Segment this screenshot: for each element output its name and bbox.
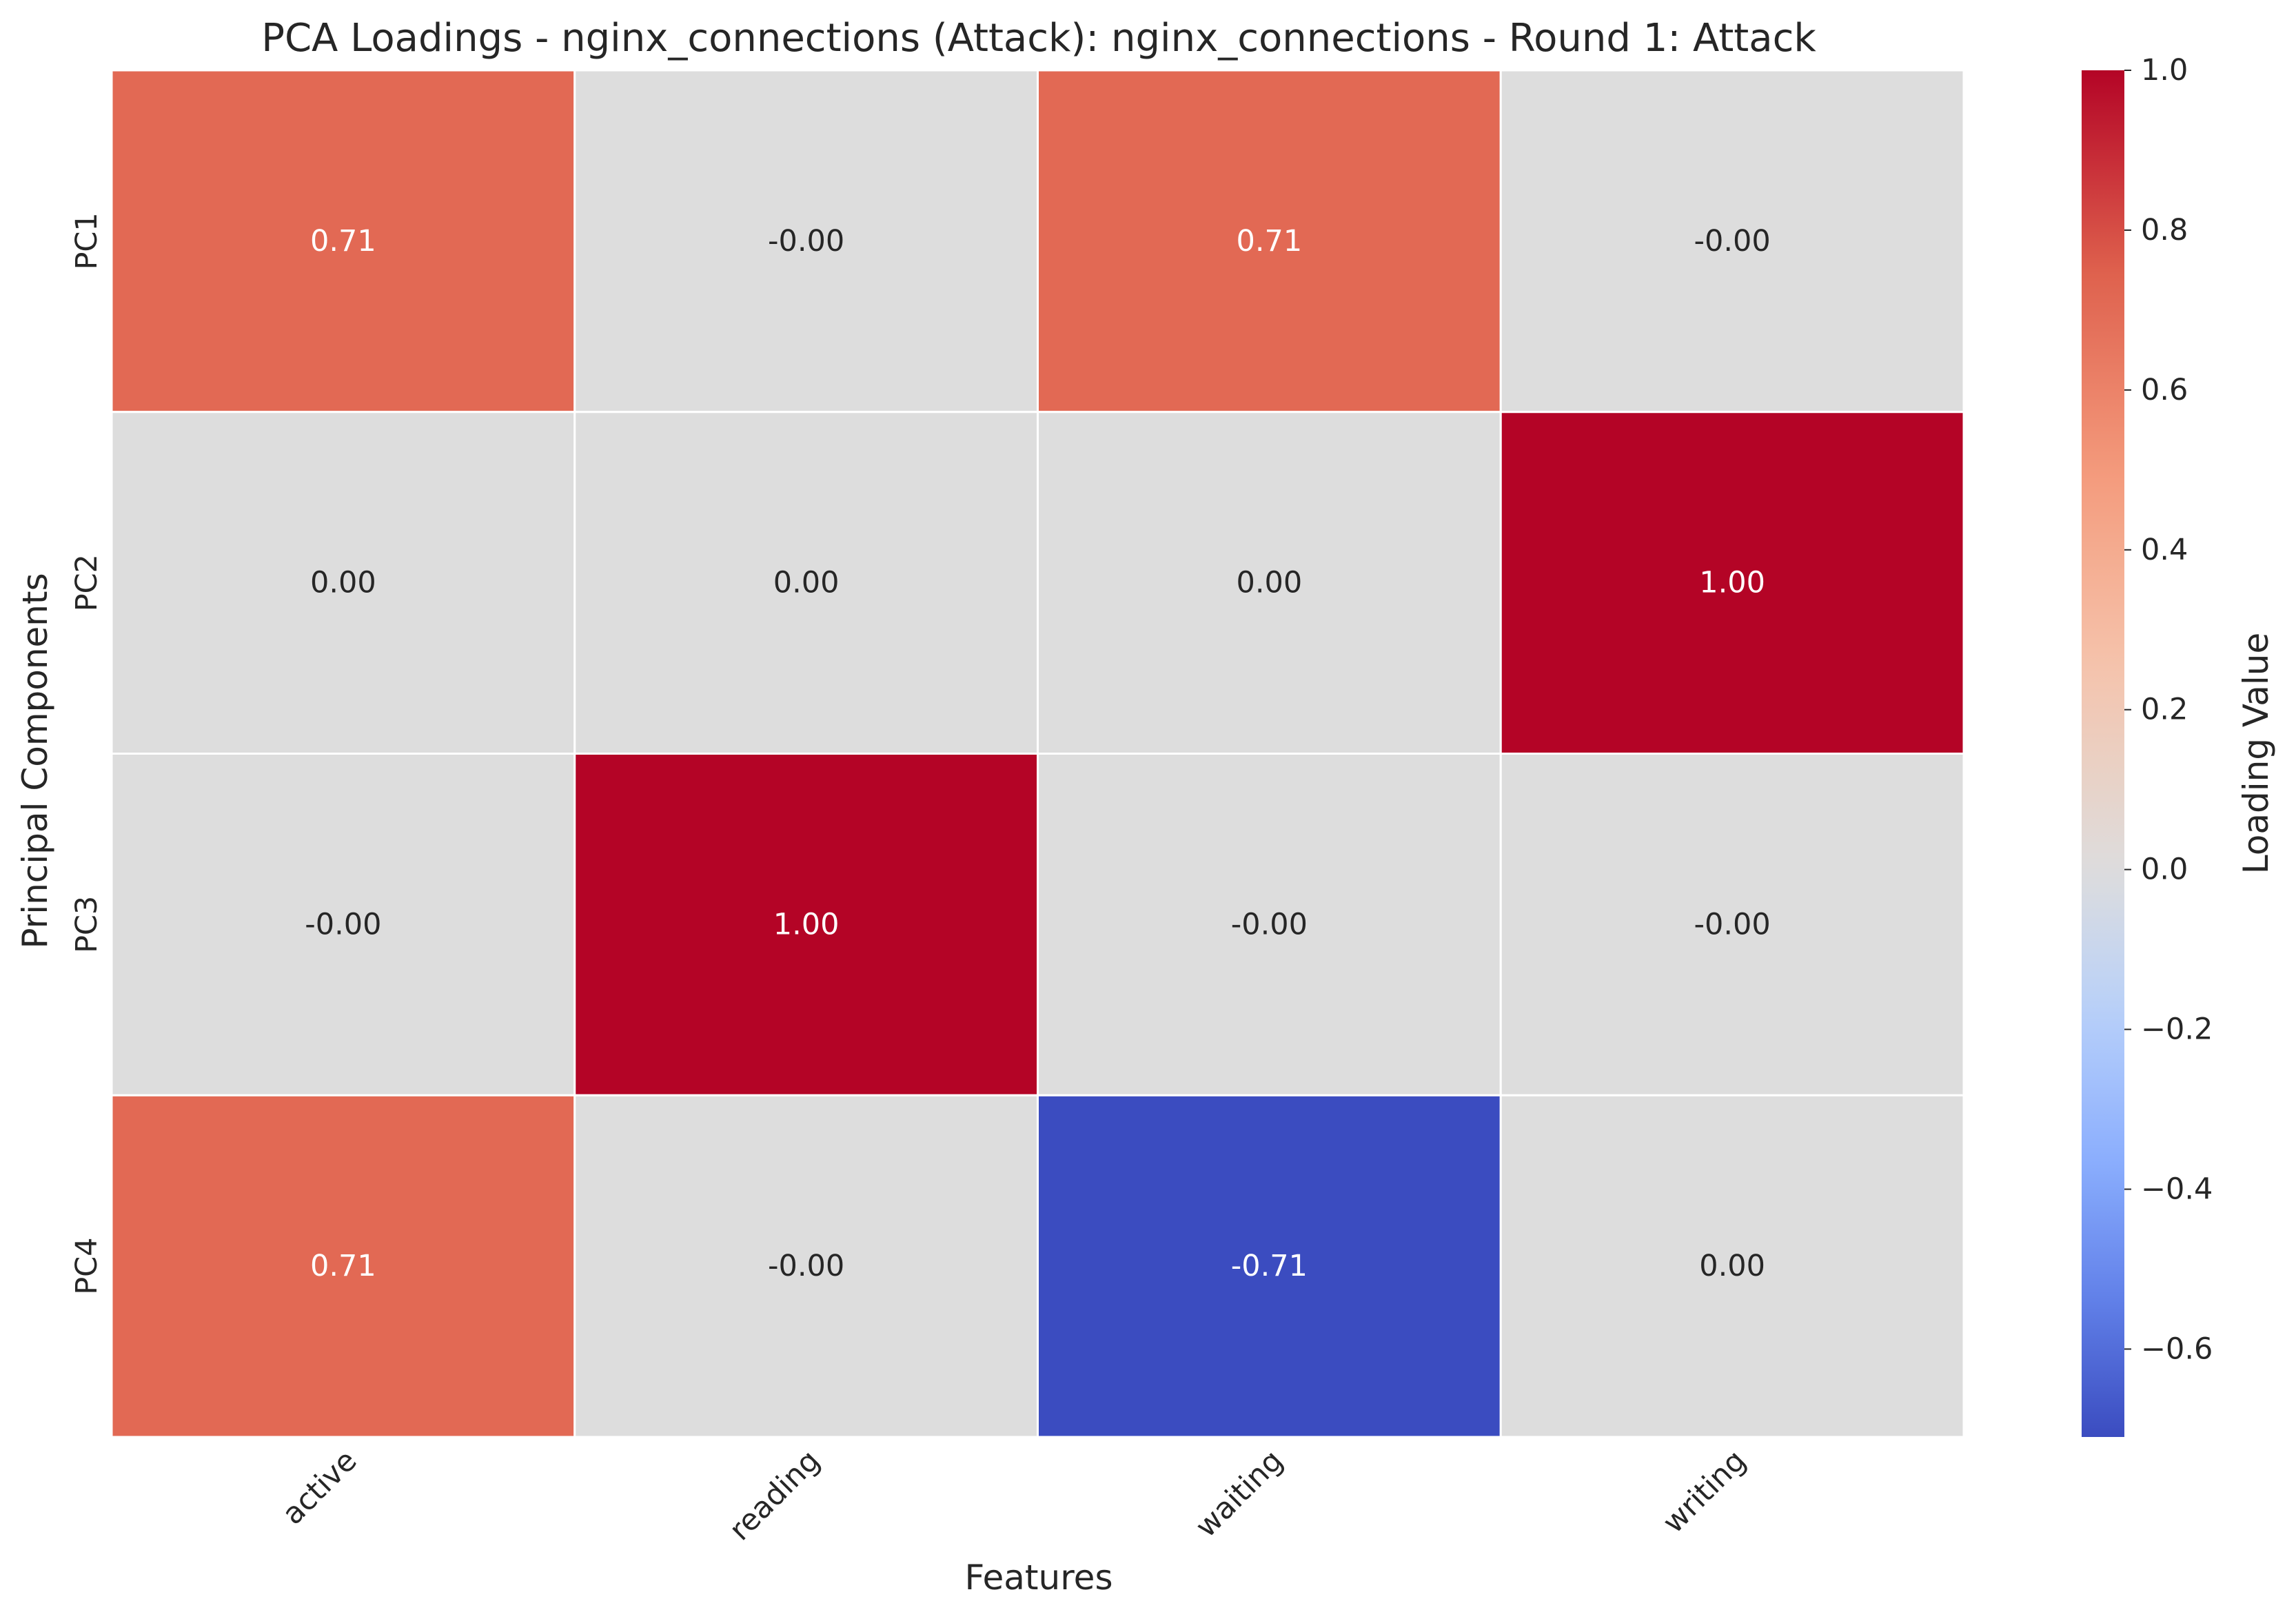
heatmap-cell-labels: 0.71 -0.00 0.71 -0.00 0.00 0.00 0.00 1.00 -0.00 1… <box>305 224 1771 1283</box>
cell-label-PC3-active: -0.00 <box>305 907 381 941</box>
colorbar-label: Loading Value <box>2236 633 2276 874</box>
colorbar-tick-label: 1.0 <box>2141 53 2188 88</box>
y-tick-label-PC1: PC1 <box>70 212 104 269</box>
cell-label-PC3-reading: 1.00 <box>773 907 840 941</box>
colorbar-ticks: 1.0 0.8 0.6 0.4 0.2 0.0 −0.2 −0.4 −0.6 <box>2124 53 2213 1366</box>
x-tick-label-active: active <box>276 1443 364 1531</box>
cell-label-PC3-waiting: -0.00 <box>1231 907 1308 941</box>
x-tick-label-waiting: waiting <box>1189 1443 1290 1544</box>
cell-label-PC4-active: 0.71 <box>310 1249 376 1283</box>
y-axis-title: Principal Components <box>15 573 55 948</box>
heatmap-cell-PC3-writing <box>1499 753 1965 1097</box>
x-tick-labels: active reading waiting writing <box>276 1443 1753 1547</box>
cell-label-PC4-reading: -0.00 <box>768 1249 844 1283</box>
x-tick-label-reading: reading <box>723 1443 827 1547</box>
cell-label-PC2-reading: 0.00 <box>773 566 840 600</box>
y-tick-label-PC4: PC4 <box>70 1237 104 1294</box>
colorbar-tick-label: 0.4 <box>2141 533 2188 567</box>
heatmap-cell-PC4-waiting <box>1037 1094 1502 1438</box>
colorbar-tick-label: 0.0 <box>2141 853 2188 887</box>
chart-title: PCA Loadings - nginx_connections (Attack… <box>261 16 1816 61</box>
heatmap-cell-PC1-waiting <box>1037 69 1502 414</box>
colorbar-tick-label: 0.8 <box>2141 213 2188 247</box>
heatmap-cell-PC2-reading <box>573 411 1039 755</box>
heatmap-cell-PC1-active <box>110 69 576 414</box>
cell-label-PC1-waiting: 0.71 <box>1237 224 1303 258</box>
heatmap-cell-PC2-writing <box>1499 411 1965 755</box>
heatmap-cells <box>110 69 1965 1438</box>
y-tick-labels: PC1 PC2 PC3 PC4 <box>70 212 104 1295</box>
cell-label-PC2-writing: 1.00 <box>1699 566 1765 600</box>
heatmap-cell-PC1-reading <box>573 69 1039 414</box>
x-tick-label-writing: writing <box>1656 1443 1753 1540</box>
colorbar-tick-label: −0.2 <box>2141 1012 2213 1047</box>
colorbar-tick-label: 0.6 <box>2141 373 2188 407</box>
cell-label-PC1-writing: -0.00 <box>1694 224 1770 258</box>
cell-label-PC2-waiting: 0.00 <box>1237 566 1303 600</box>
heatmap-cell-PC3-reading <box>573 753 1039 1097</box>
heatmap-cell-PC4-reading <box>573 1094 1039 1438</box>
colorbar-tick-label: −0.6 <box>2141 1332 2213 1366</box>
heatmap-cell-PC4-active <box>110 1094 576 1438</box>
cell-label-PC3-writing: -0.00 <box>1694 907 1770 941</box>
cell-label-PC2-active: 0.00 <box>310 566 376 600</box>
heatmap-cell-PC1-writing <box>1499 69 1965 414</box>
x-axis-title: Features <box>965 1558 1113 1598</box>
y-tick-label-PC3: PC3 <box>70 896 104 953</box>
y-tick-label-PC2: PC2 <box>70 554 104 611</box>
heatmap-cell-PC2-waiting <box>1037 411 1502 755</box>
colorbar-tick-label: −0.4 <box>2141 1172 2213 1207</box>
cell-label-PC4-waiting: -0.71 <box>1231 1249 1308 1283</box>
cell-label-PC4-writing: 0.00 <box>1699 1249 1765 1283</box>
heatmap-cell-PC4-writing <box>1499 1094 1965 1438</box>
colorbar <box>2082 70 2124 1437</box>
cell-label-PC1-active: 0.71 <box>310 224 376 258</box>
heatmap-cell-PC2-active <box>110 411 576 755</box>
colorbar-tick-label: 0.2 <box>2141 693 2188 727</box>
cell-label-PC1-reading: -0.00 <box>768 224 844 258</box>
